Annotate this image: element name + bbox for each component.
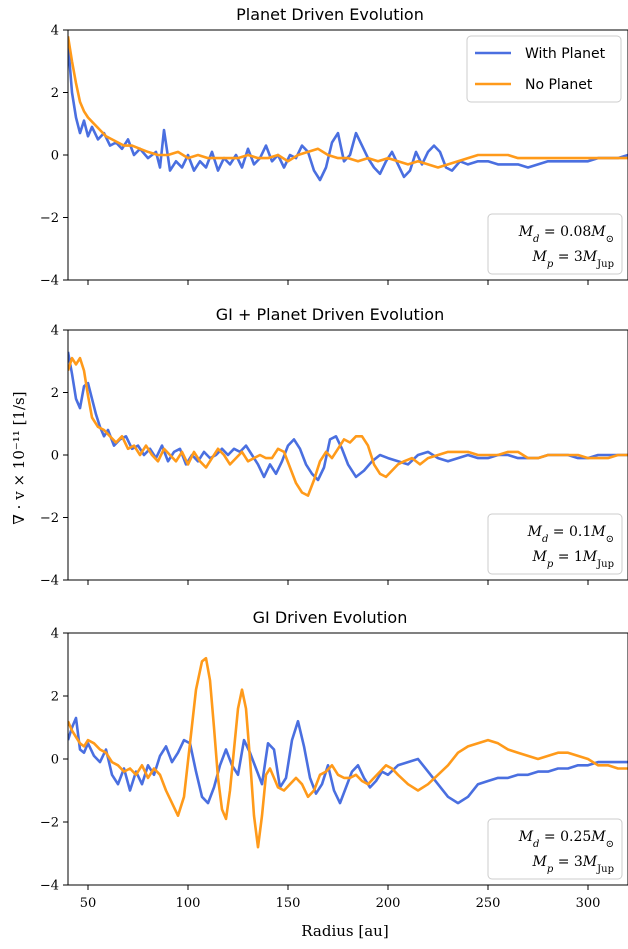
series-line-no-planet (68, 656, 628, 849)
annotation-text: Mp = 3MJup (532, 249, 615, 270)
legend-entry: With Planet (525, 46, 606, 62)
x-tick-label: 250 (476, 896, 501, 911)
panel-1: Planet Driven Evolution −4 −2 0 2 4 With Plane… (40, 5, 628, 289)
y-tick-label: 0 (51, 449, 59, 464)
y-tick-label: −2 (40, 816, 59, 831)
y-tick-label: 0 (51, 753, 59, 768)
legend-entry: No Planet (525, 77, 593, 93)
y-tick-label: 4 (51, 24, 59, 39)
y-tick-label: 2 (51, 386, 59, 401)
series-line-no-planet (68, 356, 628, 497)
y-tick-label: −2 (40, 211, 59, 226)
annotation-box (487, 513, 623, 575)
annotation-text: Md = 0.25M⊙ (518, 829, 614, 850)
y-tick-label: −4 (40, 574, 59, 589)
annotation-box (487, 818, 623, 880)
x-tick-label: 200 (376, 896, 401, 911)
y-tick-label: −4 (40, 274, 59, 289)
y-tick-label: 4 (51, 324, 59, 339)
y-tick-label: 4 (51, 627, 59, 642)
y-tick-label: −2 (40, 511, 59, 526)
x-tick-label: 150 (276, 896, 301, 911)
annotation-text: Md = 0.08M⊙ (518, 224, 614, 245)
y-tick-label: −4 (40, 879, 59, 894)
x-tick-label: 50 (80, 896, 97, 911)
panel-3: GI Driven Evolution −4 −2 0 2 4 50 100 150 200 250… (40, 608, 628, 911)
panel-title: GI + Planet Driven Evolution (216, 305, 444, 324)
annotation-text: Mp = 3MJup (532, 854, 615, 875)
panel-title: GI Driven Evolution (253, 608, 408, 627)
series-line-no-planet (68, 36, 628, 169)
annotation-box (487, 213, 623, 275)
annotation-text: Mp = 1MJup (532, 549, 615, 570)
y-tick-label: 2 (51, 86, 59, 101)
y-axis-label: ∇ · v × 10⁻¹¹ [1/s] (10, 391, 28, 524)
x-tick-label: 300 (576, 896, 601, 911)
y-tick-label: 2 (51, 690, 59, 705)
x-tick-label: 100 (176, 896, 201, 911)
panel-2: GI + Planet Driven Evolution −4 −2 0 2 4 Md = … (40, 305, 628, 589)
panel-title: Planet Driven Evolution (236, 5, 424, 24)
y-tick-label: 0 (51, 149, 59, 164)
annotation-text: Md = 0.1M⊙ (527, 524, 614, 545)
x-axis-label: Radius [au] (301, 922, 388, 940)
